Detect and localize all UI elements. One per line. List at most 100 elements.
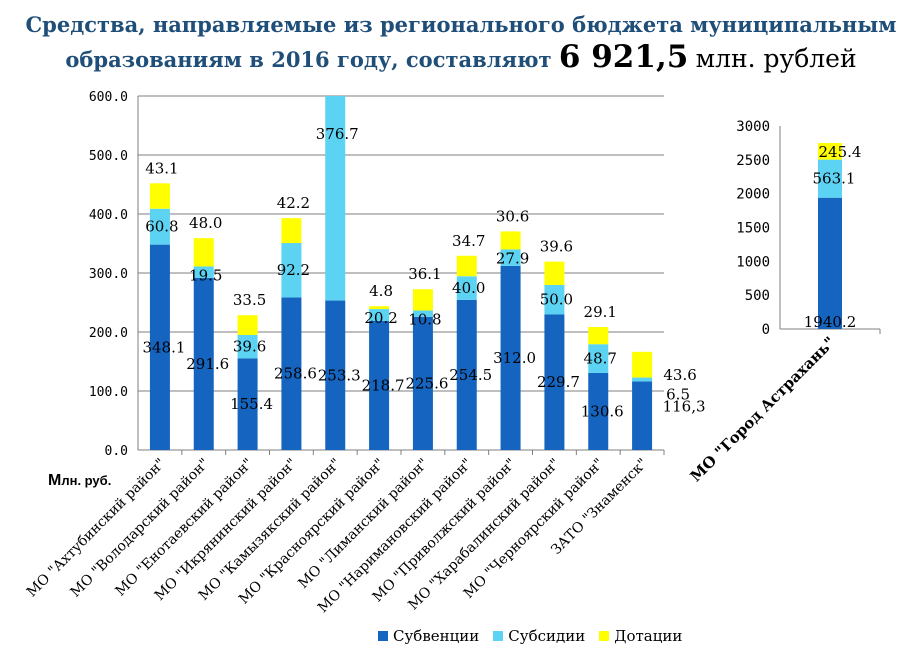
main-data-label-grants: 36.1 [408,265,441,283]
title-line-2: образованиям в 2016 году, составляют 6 9… [0,41,922,76]
y-unit-label-rest: лн. руб. [61,473,112,488]
main-bar-grants [544,261,565,285]
main-bar-subsidies [588,344,609,373]
main-bar-subventions [500,265,521,450]
main-data-label-grants: 29.1 [584,303,617,321]
legend-label-subventions: Субвенции [393,627,480,645]
legend-item-subsidies: Субсидии [493,627,585,645]
main-bar-grants [588,327,609,345]
main-data-label-subsidies: 19.5 [189,266,222,284]
main-bar-grants [237,315,258,335]
main-bar-grants [149,183,170,209]
main-bar-grants [456,255,477,277]
main-data-label-subventions: 291.6 [186,355,229,373]
side-y-tick-label: 500 [745,288,770,304]
main-data-label-subventions: 116,3 [663,397,706,415]
side-y-tick-label: 1000 [736,254,770,270]
main-data-label-subventions: 218.7 [362,376,405,394]
main-data-label-subventions: 253.3 [318,366,361,384]
main-data-label-subsidies: 92.2 [277,261,310,279]
side-bar-subventions [818,197,842,329]
main-bar-grants [412,289,433,311]
legend: Субвенции Субсидии Дотации [378,627,682,645]
main-data-label-subventions: 225.6 [405,374,448,392]
title-line-1: Средства, направляемые из регионального … [25,12,897,37]
main-data-label-subsidies: 48.7 [584,350,617,368]
main-data-label-subsidies: 39.6 [233,338,266,356]
side-data-label-subsidies: 563.1 [813,170,856,188]
main-bar-grants [193,238,214,267]
main-data-label-subventions: 254.5 [449,366,492,384]
main-y-tick-label: 600.0 [89,90,128,105]
main-y-tick-label: 400.0 [89,208,128,223]
side-data-label-subventions: 1940.2 [804,313,857,331]
main-data-label-subsidies: 27.9 [496,249,529,267]
legend-swatch-subventions [378,631,388,641]
main-bar-subsidies [632,377,653,382]
main-data-label-subventions: 348.1 [142,338,185,356]
main-data-label-subventions: 130.6 [581,402,624,420]
side-y-tick-label: 0 [762,322,770,338]
main-bar-subventions [632,381,653,450]
side-data-label-grants: 245.4 [819,143,862,161]
main-data-label-subventions: 229.7 [537,373,580,391]
title-prefix: образованиям в 2016 году, составляют [65,47,552,72]
main-bar-subsidies [369,309,390,321]
legend-label-grants: Дотации [614,627,683,645]
chart-title: Средства, направляемые из регионального … [0,8,922,76]
main-data-label-subventions: 155.4 [230,395,273,413]
main-y-tick-label: 200.0 [89,326,128,341]
main-data-label-subventions: 258.6 [274,365,317,383]
main-data-label-grants: 48.0 [189,214,222,232]
main-data-label-grants: 4.8 [369,282,393,300]
main-bar-subsidies [237,334,258,359]
side-bar-grants [818,143,842,160]
main-data-label-subsidies: 60.8 [145,218,178,236]
main-bar-subsidies [456,276,477,300]
main-bar-subventions [325,300,346,450]
main-bar-grants [632,351,653,378]
main-bar-subsidies [325,96,346,301]
side-y-tick-label: 2000 [736,187,770,203]
main-y-tick-label: 100.0 [89,385,128,400]
main-bar-subsidies [500,249,521,266]
title-unit: млн. рублей [695,44,857,73]
main-data-label-subsidies: 6.5 [666,386,690,404]
main-data-label-grants: 30.6 [496,207,529,225]
legend-label-subsidies: Субсидии [508,627,586,645]
main-bar-grants [281,218,302,244]
main-bar-subventions [412,316,433,450]
main-bar-subventions [588,372,609,450]
legend-swatch-subsidies [493,631,504,641]
main-bar-subsidies [193,266,214,278]
main-bar-subventions [149,244,170,450]
main-bar-subventions [237,358,258,450]
main-data-label-subsidies: 40.0 [452,279,485,297]
main-data-label-grants: 39.6 [540,238,573,256]
main-bar-subsidies [281,243,302,298]
main-data-label-grants: 43.1 [145,159,178,177]
side-y-tick-label: 2500 [736,153,770,169]
main-bar-subventions [544,314,565,450]
legend-item-grants: Дотации [599,627,682,645]
main-y-tick-label: 500.0 [89,149,128,164]
side-y-tick-label: 3000 [736,119,770,135]
main-data-label-subsidies: 376.7 [316,125,359,143]
main-bar-grants [500,231,521,250]
legend-item-subventions: Субвенции [378,627,479,645]
main-bar-subventions [193,277,214,450]
main-data-label-grants: 43.6 [663,366,696,384]
main-bar-subventions [369,320,390,450]
main-data-label-subsidies: 50.0 [540,291,573,309]
main-bar-subventions [281,297,302,450]
main-data-label-grants: 34.7 [452,232,485,250]
side-y-tick-label: 1500 [736,221,770,237]
y-unit-label: Млн. руб. [48,472,111,490]
main-y-tick-label: 300.0 [89,267,128,282]
side-bar-subsidies [818,159,842,198]
title-total: 6 921,5 [558,39,689,75]
main-data-label-subsidies: 10.8 [408,311,441,329]
side-category-label: МО "Город Астрахань" [687,333,839,485]
main-bar-grants [369,306,390,310]
